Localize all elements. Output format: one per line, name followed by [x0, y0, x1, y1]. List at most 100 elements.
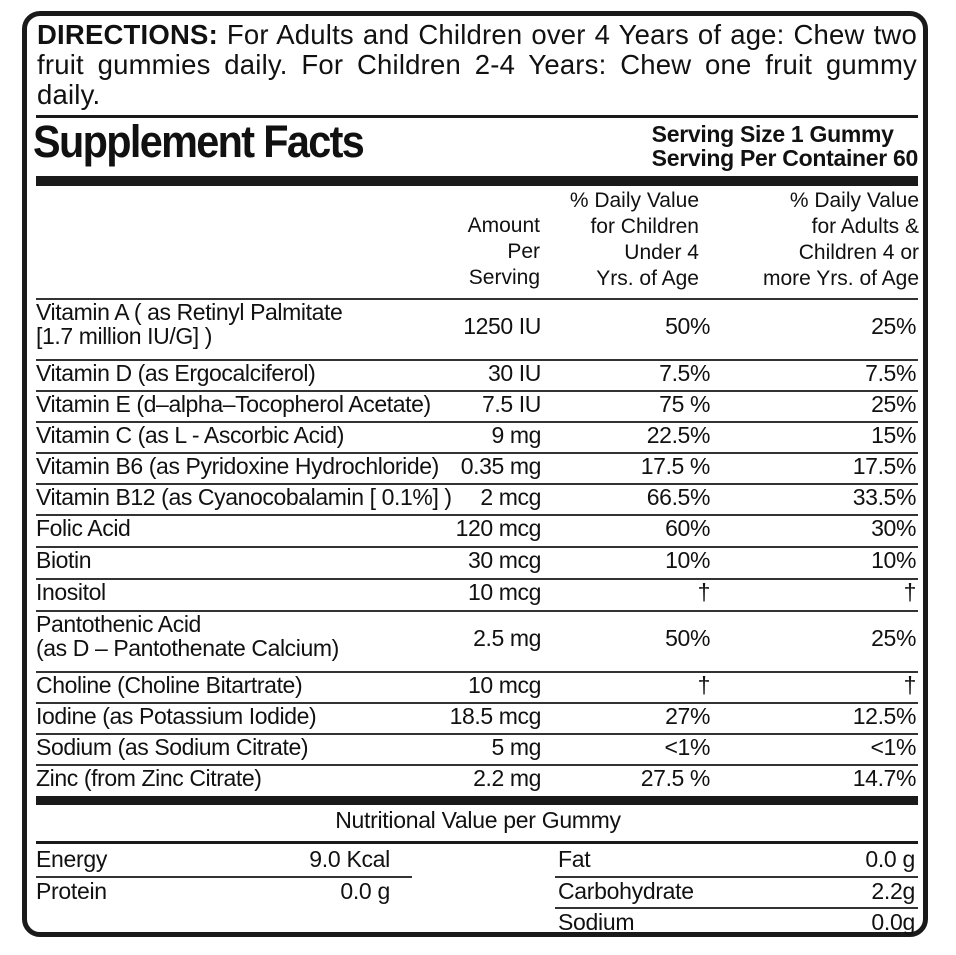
table-row: Vitamin B6 (as Pyridoxine Hydrochloride)… [36, 454, 918, 482]
dv-children-value: 22.5% [646, 422, 711, 448]
table-row: Iodine (as Potassium Iodide) 18.5 mcg 27% 1… [36, 704, 918, 732]
table-row: Choline (Choline Bitartrate) 10 mcg † † [36, 673, 918, 701]
table-row: Folic Acid 120 mcg 60% 30% [36, 516, 918, 544]
dv-adults-value: 25% [871, 313, 916, 339]
nutrient-name-line: Vitamin B12 (as Cyanocobalamin [ 0.1%] ) [36, 484, 452, 510]
nv-divider [555, 876, 918, 878]
nutrient-name-line: [1.7 million IU/G] ) [36, 323, 213, 349]
nutrient-amount: 7.5 IU [482, 391, 541, 417]
nutrient-amount: 10 mcg [467, 579, 541, 605]
nutrient-name-line: Zinc (from Zinc Citrate) [36, 765, 262, 791]
dv-adults-value: 7.5% [865, 360, 916, 386]
nv-value: 0.0g [871, 909, 915, 935]
nutrient-name: Folic Acid [36, 516, 131, 540]
dv-adults-header-line: % Daily Value [789, 189, 919, 212]
nutrient-name: Sodium (as Sodium Citrate) [36, 735, 308, 759]
table-row: Vitamin B12 (as Cyanocobalamin [ 0.1%] )… [36, 485, 918, 513]
amount-header-line: Per [507, 240, 540, 263]
row-divider [36, 702, 918, 704]
row-divider [36, 298, 918, 300]
table-row: Vitamin A ( as Retinyl Palmitate [1.7 mil… [36, 300, 918, 358]
title-bar-rule [36, 176, 918, 186]
nv-value: 0.0 g [340, 878, 390, 904]
dv-children-value: † [697, 672, 711, 698]
nutrient-name: Inositol [36, 580, 106, 604]
row-divider [36, 514, 918, 516]
dv-children-value: 75 % [659, 391, 710, 417]
nutrient-amount: 30 mcg [467, 547, 541, 573]
nutrient-name-line: Inositol [36, 579, 106, 605]
nutrient-name: Choline (Choline Bitartrate) [36, 672, 303, 698]
servings-per-container: Serving Per Container 60 [651, 145, 919, 171]
amount-header-line: Amount [467, 214, 540, 237]
nutrient-name-line: Vitamin D (as Ergocalciferol) [36, 360, 316, 386]
dv-children-value: 27.5 % [640, 765, 711, 791]
dv-children-header-line: Yrs. of Age [596, 267, 699, 290]
dv-adults-value: 25% [871, 391, 916, 417]
nv-label: Protein [36, 878, 107, 904]
directions-text: DIRECTIONS: For Adults and Children over… [37, 20, 917, 110]
row-divider [36, 671, 918, 673]
dv-children-header: % Daily Value for Children Under 4 Yrs. … [570, 188, 699, 292]
nutrient-name: Vitamin D (as Ergocalciferol) [36, 360, 316, 386]
nutrient-name-line: Vitamin A ( as Retinyl Palmitate [36, 299, 343, 325]
table-row: Sodium (as Sodium Citrate) 5 mg <1% <1% [36, 735, 918, 763]
row-divider [36, 483, 918, 485]
dv-children-value: 66.5% [646, 484, 711, 510]
dv-children-header-line: for Children [590, 215, 699, 238]
dv-adults-value: 25% [871, 625, 916, 651]
table-row: Vitamin D (as Ergocalciferol) 30 IU 7.5% 7.… [36, 361, 918, 389]
nutrient-amount: 10 mcg [467, 672, 541, 698]
directions-divider [36, 115, 918, 118]
dv-adults-value: † [903, 672, 917, 698]
row-divider [36, 546, 918, 548]
nutrient-name-line: (as D – Pantothenate Calcium) [36, 635, 339, 661]
nutrient-amount: 9 mg [491, 422, 541, 448]
dv-adults-header-line: more Yrs. of Age [762, 267, 919, 290]
nutrient-amount: 2 mcg [480, 484, 541, 510]
nv-divider [36, 876, 412, 878]
dv-children-value: 60% [665, 515, 710, 541]
table-row: Inositol 10 mcg † † [36, 580, 918, 608]
nutrient-amount: 2.2 mg [473, 765, 541, 791]
dv-adults-value: † [903, 579, 917, 605]
nutrient-name-line: Choline (Choline Bitartrate) [36, 672, 303, 698]
dv-adults-header-line: Children 4 or [798, 241, 919, 264]
nutrient-name: Biotin [36, 548, 92, 572]
row-divider [36, 452, 918, 454]
dv-adults-header-line: for Adults & [811, 215, 919, 238]
nutrient-amount: 2.5 mg [473, 625, 541, 651]
nutrient-name: Vitamin E (d–alpha–Tocopherol Acetate) [36, 392, 431, 416]
nutrient-name: Vitamin B12 (as Cyanocobalamin [ 0.1%] ) [36, 485, 452, 509]
nutrient-name: Pantothenic Acid (as D – Pantothenate Cal… [36, 612, 339, 660]
nutrient-name-line: Pantothenic Acid [36, 611, 201, 637]
nutrient-name-line: Sodium (as Sodium Citrate) [36, 734, 309, 760]
nutrient-name: Iodine (as Potassium Iodide) [36, 704, 317, 728]
amount-header-line: Serving [468, 266, 540, 289]
table-bottom-rule [36, 796, 918, 805]
dv-children-value: 17.5 % [640, 453, 711, 479]
row-divider [36, 390, 918, 392]
dv-children-value: 10% [665, 547, 710, 573]
dv-adults-value: 15% [871, 422, 916, 448]
dv-adults-value: 33.5% [852, 484, 917, 510]
nutrient-name: Zinc (from Zinc Citrate) [36, 766, 262, 790]
amount-header: Amount Per Serving [468, 213, 540, 291]
dv-adults-value: 10% [871, 547, 916, 573]
serving-info: Serving Size 1 Gummy Serving Per Contain… [651, 121, 919, 171]
dv-children-value: † [697, 579, 711, 605]
nutrient-amount: 30 IU [488, 360, 541, 386]
nutrient-amount: 120 mcg [455, 515, 542, 541]
directions-label: DIRECTIONS: [37, 19, 218, 50]
nv-label: Sodium [558, 909, 635, 935]
nutrient-name-line: Vitamin B6 (as Pyridoxine Hydrochloride) [36, 453, 439, 479]
nutritional-value-title: Nutritional Value per Gummy [335, 807, 621, 833]
table-row: Zinc (from Zinc Citrate) 2.2 mg 27.5 % 14.7… [36, 766, 918, 794]
dv-adults-value: 12.5% [852, 703, 917, 729]
dv-children-header-line: % Daily Value [569, 189, 699, 212]
dv-children-value: <1% [664, 734, 711, 760]
serving-size: Serving Size 1 Gummy [651, 121, 894, 147]
dv-adults-value: 14.7% [852, 765, 917, 791]
nv-value: 9.0 Kcal [309, 846, 390, 872]
dv-adults-value: <1% [870, 734, 917, 760]
